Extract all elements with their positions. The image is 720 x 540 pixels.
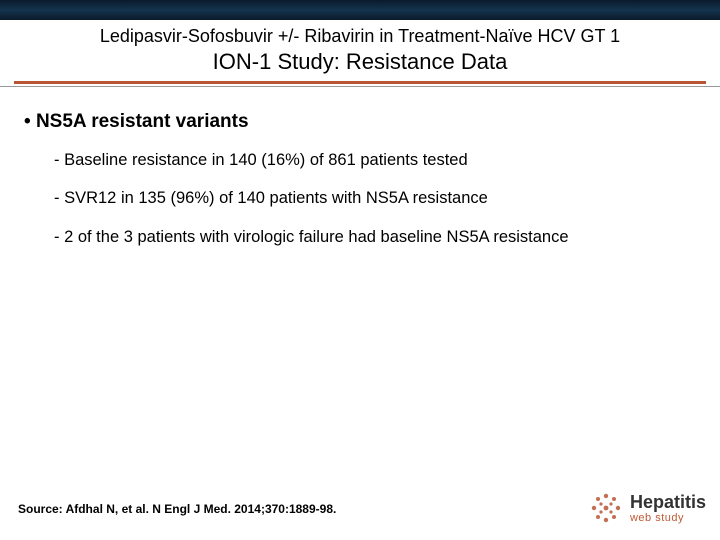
logo-text: Hepatitis web study (630, 493, 706, 524)
main-bullet: NS5A resistant variants (20, 111, 700, 133)
header-bar (0, 0, 720, 20)
slide-subtitle: ION-1 Study: Resistance Data (14, 49, 706, 81)
sub-bullet: - SVR12 in 135 (96%) of 140 patients wit… (54, 187, 700, 209)
accent-rule (14, 81, 706, 84)
title-area: Ledipasvir-Sofosbuvir +/- Ribavirin in T… (0, 20, 720, 81)
slide-supertitle: Ledipasvir-Sofosbuvir +/- Ribavirin in T… (14, 26, 706, 47)
sub-bullet: - 2 of the 3 patients with virologic fai… (54, 226, 700, 248)
content-area: NS5A resistant variants - Baseline resis… (0, 87, 720, 248)
logo-icon (588, 490, 624, 526)
source-citation: Source: Afdhal N, et al. N Engl J Med. 2… (18, 502, 336, 516)
logo-subtitle: web study (630, 513, 706, 524)
logo-title: Hepatitis (630, 493, 706, 511)
logo: Hepatitis web study (588, 490, 706, 526)
sub-bullet: - Baseline resistance in 140 (16%) of 86… (54, 149, 700, 171)
